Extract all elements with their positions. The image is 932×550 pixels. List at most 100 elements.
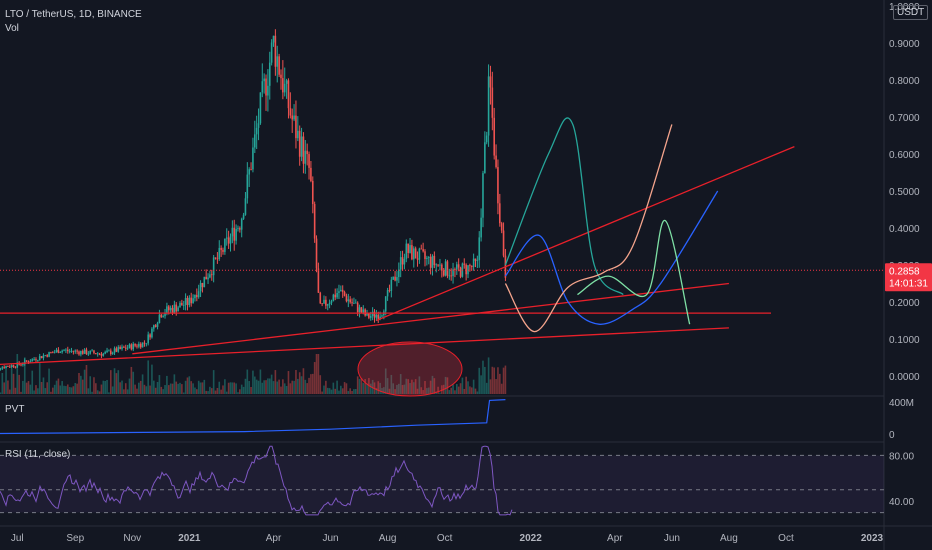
candle-body [448,275,451,277]
candle-body [166,306,168,314]
candle-body [158,314,161,324]
currency-badge[interactable]: USDT [893,5,929,20]
candle-body [106,350,108,352]
candle-body [502,230,505,256]
candle-body [141,342,144,348]
volume-bar [0,392,2,394]
volume-bar [188,376,191,394]
candle-body [254,134,256,148]
price-tick-label: 1.0000 [889,2,920,13]
candle-body [0,368,2,370]
volume-bar [463,388,466,394]
volume-bar [220,389,222,394]
candle-body [491,87,494,118]
volume-bar [429,380,432,394]
candle-body [237,228,239,229]
candle-body [353,303,355,304]
candle-body [426,257,428,259]
candle-body [246,174,249,199]
price-tick-label: 0.5000 [889,187,920,198]
time-tick-label: Apr [266,533,282,544]
candle-body [132,343,135,350]
candle-body [392,276,395,280]
candle-body [126,347,129,349]
volume-bar [489,379,492,394]
symbol-title[interactable]: LTO / TetherUS, 1D, BINANCE [5,9,142,20]
volume-bar [199,382,202,394]
vol-label[interactable]: Vol [5,23,19,34]
volume-bar [467,381,469,394]
candle-body [485,135,488,143]
candle-body [171,307,174,313]
candle-body [484,142,486,174]
candle-body [255,127,258,135]
candle-body [328,302,331,305]
candle-body [100,354,103,356]
volume-bar [175,381,178,394]
candle-body [470,266,473,267]
volume-bar [474,388,477,394]
price-countdown: 14:01:31 [889,278,928,289]
candle-body [431,255,434,268]
candle-body [207,277,209,280]
candle-body [160,314,163,318]
trendline [376,145,795,322]
candle-body [7,366,9,367]
volume-bar [173,374,176,394]
candle-body [409,245,411,253]
candle-body [57,349,60,353]
pvt-label[interactable]: PVT [5,404,25,415]
candle-body [194,294,196,299]
candle-body [29,361,32,363]
candle-body [319,292,322,304]
candle-body [46,355,49,357]
volume-bar [250,386,252,394]
candle-body [145,343,148,345]
volume-bar [298,372,301,394]
volume-bar [283,383,286,394]
candle-body [248,169,250,175]
candle-body [341,289,344,293]
candle-body [311,180,314,205]
volume-bar [117,370,120,394]
time-tick-label: Jul [11,533,24,544]
candle-body [362,309,365,313]
candle-body [334,294,337,298]
price-tick-label: 0.6000 [889,150,920,161]
rsi-line [0,445,513,516]
volume-bar [3,382,5,394]
candle-body [205,276,207,280]
candle-body [250,169,252,170]
volume-bar [192,383,194,394]
candle-body [48,352,50,357]
volume-bar [130,366,133,394]
volume-bar [66,384,69,394]
volume-bar [274,370,277,394]
volume-bar [394,389,396,394]
candle-body [182,304,185,306]
volume-bar [416,388,419,394]
rsi-label[interactable]: RSI (11, close) [5,449,71,460]
volume-bar [93,377,95,394]
volume-bar [182,392,185,394]
candle-body [169,307,172,311]
candle-body [65,349,67,351]
pvt-tick-label: 400M [889,398,914,409]
candle-body [476,260,479,261]
time-tick-label: Apr [607,533,623,544]
candle-body [108,350,110,352]
volume-bar [231,382,234,394]
candle-body [115,348,118,352]
candle-body [308,154,310,168]
volume-bar [37,388,39,394]
volume-bar [276,381,279,394]
time-tick-label: 2023 [861,533,884,544]
candle-body [37,360,39,361]
volume-bar [190,381,193,394]
volume-bar [334,388,337,394]
volume-bar [14,387,17,394]
candle-body [197,291,200,298]
volume-bar [358,378,361,394]
volume-bar [255,379,258,394]
